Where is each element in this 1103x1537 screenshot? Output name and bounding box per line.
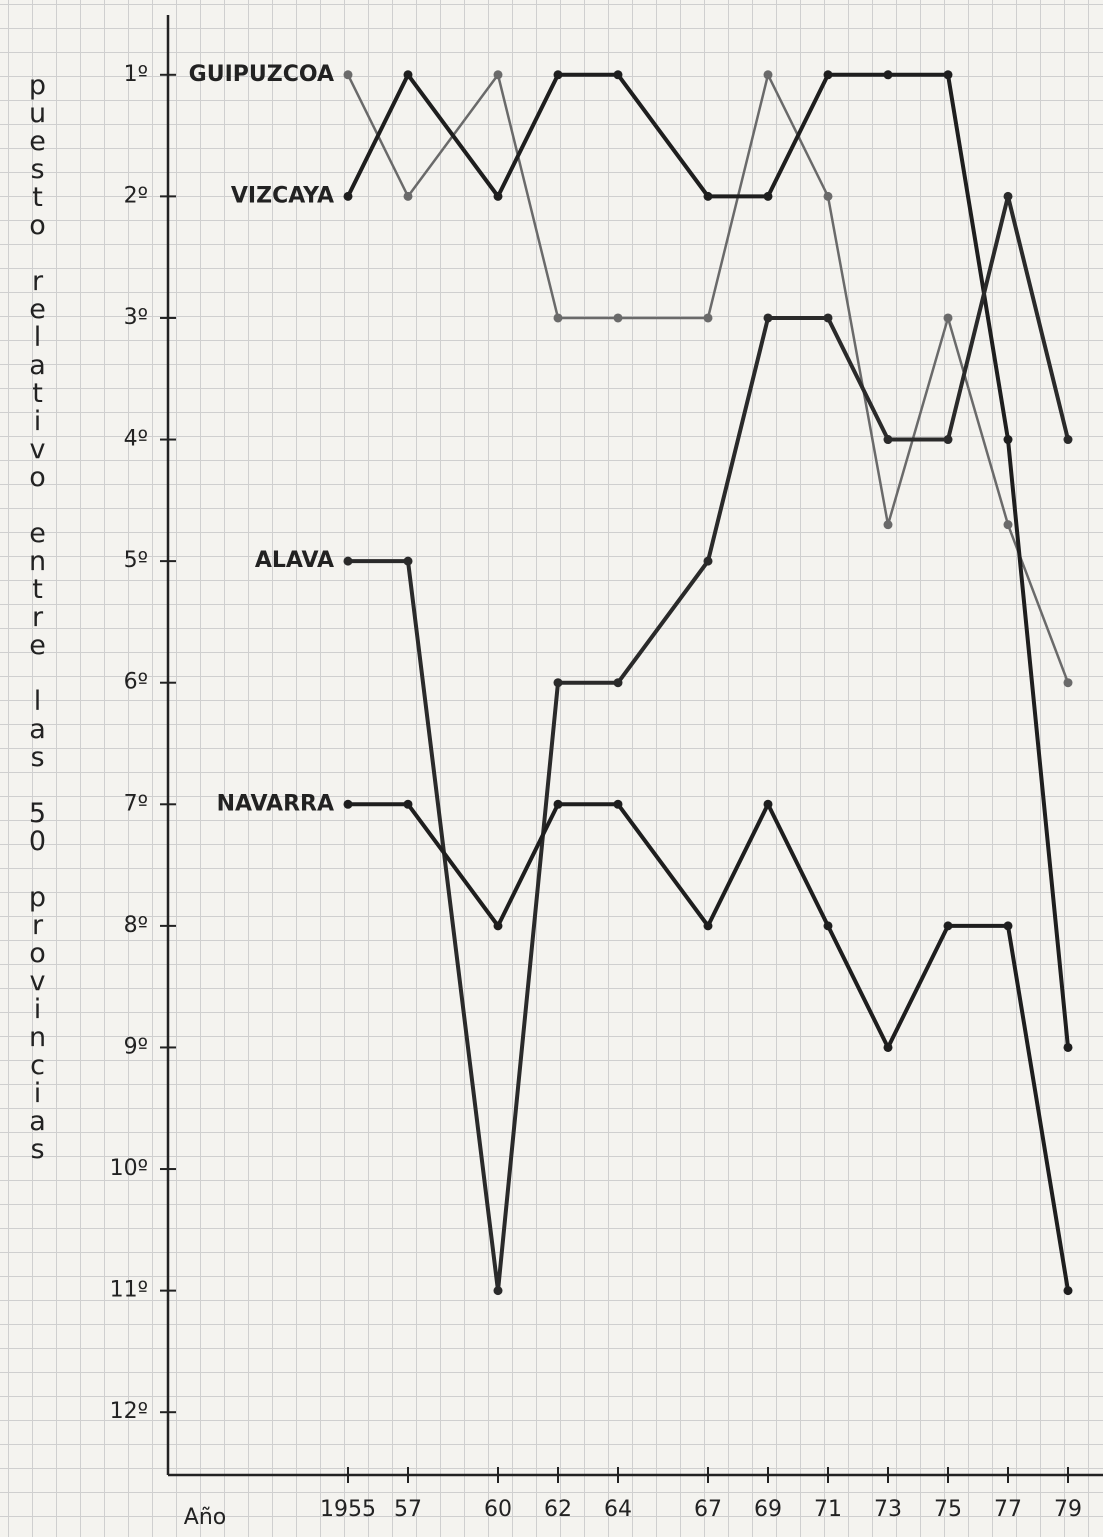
y-tick-label: 4º: [124, 427, 148, 452]
point: [823, 313, 833, 323]
x-tick-label: 69: [754, 1497, 782, 1522]
point: [553, 799, 563, 809]
point: [703, 556, 713, 566]
point: [1003, 520, 1013, 530]
point: [1003, 435, 1013, 445]
x-tick-label: 64: [604, 1497, 632, 1522]
point: [943, 435, 953, 445]
point: [823, 191, 833, 201]
y-tick-label: 8º: [124, 913, 148, 938]
point: [763, 70, 773, 80]
point: [1063, 435, 1073, 445]
point: [883, 435, 893, 445]
point: [943, 70, 953, 80]
point: [763, 191, 773, 201]
point: [943, 921, 953, 931]
x-tick-label: 73: [874, 1497, 902, 1522]
y-tick-label: 9º: [124, 1034, 148, 1059]
x-axis-label: Año: [184, 1505, 226, 1530]
x-tick-label: 77: [994, 1497, 1022, 1522]
series-line: [346, 72, 1070, 1048]
point: [403, 799, 413, 809]
point: [823, 70, 833, 80]
y-tick-label: 2º: [124, 183, 148, 208]
point: [553, 678, 563, 688]
point: [613, 70, 623, 80]
series-label: VIZCAYA: [231, 183, 334, 208]
point: [943, 313, 953, 323]
x-tick-label: 71: [814, 1497, 842, 1522]
point: [343, 556, 353, 566]
series-label: ALAVA: [255, 548, 334, 573]
x-tick-label: 75: [934, 1497, 962, 1522]
x-tick-label: 60: [484, 1497, 512, 1522]
point: [553, 313, 563, 323]
y-tick-label: 7º: [124, 791, 148, 816]
point: [493, 1286, 503, 1296]
point: [613, 313, 623, 323]
point: [883, 70, 893, 80]
series-line: [346, 73, 1070, 684]
y-tick-label: 11º: [110, 1278, 148, 1303]
point: [823, 921, 833, 931]
y-axis-label: puesto relativo entre las 50 provincias: [22, 70, 53, 1162]
point: [763, 313, 773, 323]
series-label: GUIPUZCOA: [189, 62, 334, 87]
y-tick-label: 6º: [124, 670, 148, 695]
y-tick-label: 10º: [110, 1156, 148, 1181]
point: [703, 313, 713, 323]
point: [613, 678, 623, 688]
x-tick-label: 67: [694, 1497, 722, 1522]
point: [403, 191, 413, 201]
y-tick-label: 3º: [124, 305, 148, 330]
point: [1063, 1042, 1073, 1052]
series-line: [348, 802, 1070, 1291]
point: [553, 70, 563, 80]
point: [703, 921, 713, 931]
point: [343, 70, 353, 80]
point: [1063, 1286, 1073, 1296]
point: [493, 191, 503, 201]
point: [703, 191, 713, 201]
y-tick-label: 1º: [124, 62, 148, 87]
series-line: [348, 194, 1070, 1293]
point: [1003, 921, 1013, 931]
point: [493, 921, 503, 931]
x-tick-label: 57: [394, 1497, 422, 1522]
y-tick-label: 5º: [124, 548, 148, 573]
point: [763, 799, 773, 809]
point: [1063, 678, 1073, 688]
x-tick-label: 62: [544, 1497, 572, 1522]
x-tick-label: 79: [1054, 1497, 1082, 1522]
point: [403, 556, 413, 566]
point: [343, 191, 353, 201]
point: [343, 799, 353, 809]
point: [493, 70, 503, 80]
point: [403, 70, 413, 80]
series-label: NAVARRA: [217, 791, 334, 816]
point: [1003, 191, 1013, 201]
x-tick-label: 1955: [320, 1497, 376, 1522]
point: [883, 520, 893, 530]
point: [883, 1042, 893, 1052]
y-tick-label: 12º: [110, 1399, 148, 1424]
point: [613, 799, 623, 809]
